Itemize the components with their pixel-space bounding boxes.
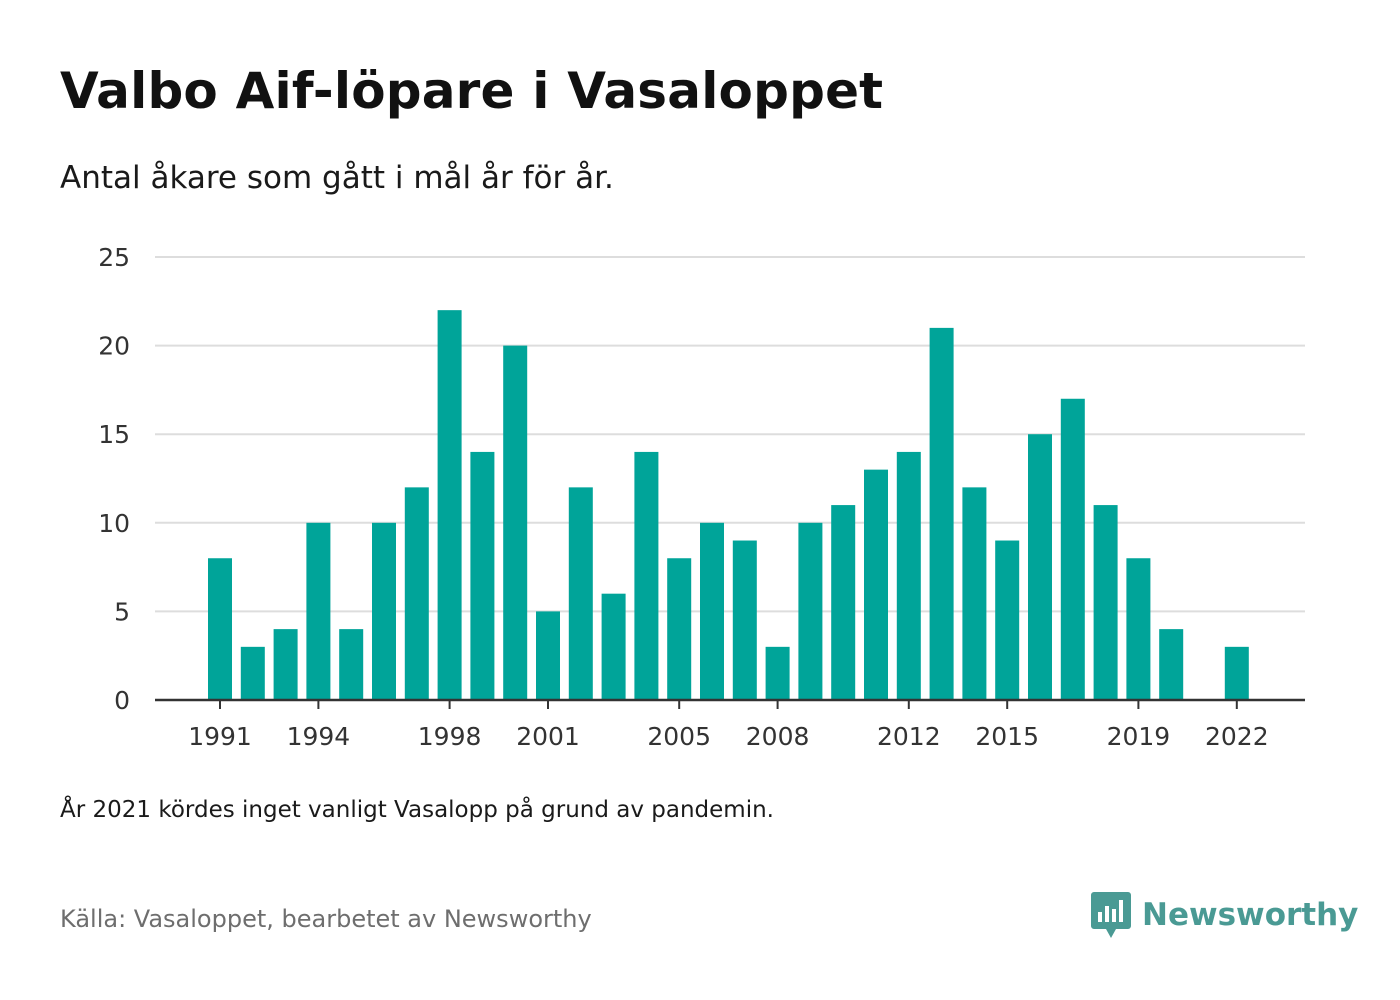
bar-1993	[273, 629, 298, 700]
bar-2002	[568, 487, 593, 700]
y-tick-label: 20	[98, 332, 130, 361]
newsworthy-logo: Newsworthy	[1090, 890, 1358, 940]
bar-2008	[765, 646, 790, 700]
x-tick-label: 2001	[516, 722, 580, 751]
bar-2004	[634, 451, 659, 700]
bar-2000	[503, 345, 528, 700]
x-tick-label: 2022	[1205, 722, 1269, 751]
bar-2013	[929, 327, 954, 700]
bar-2007	[732, 540, 757, 700]
bar-2018	[1093, 505, 1118, 700]
y-tick-label: 15	[98, 420, 130, 449]
x-tick-label: 1994	[287, 722, 351, 751]
x-tick-label: 2019	[1107, 722, 1171, 751]
bar-2015	[995, 540, 1020, 700]
bar-2003	[601, 593, 626, 700]
bar-2001	[536, 611, 560, 700]
axes: 0 5 10 15 20 25 1991 1994 1998 2001 2005 2008 2012 20…	[98, 243, 1305, 751]
x-tick-label: 2015	[975, 722, 1039, 751]
bar-2005	[667, 558, 692, 700]
newsworthy-logo-icon	[1091, 892, 1131, 938]
chart-title: Valbo Aif-löpare i Vasaloppet	[60, 62, 884, 120]
y-tick-label: 10	[98, 509, 130, 538]
bar-2022	[1224, 646, 1249, 700]
bar-2012	[896, 451, 921, 700]
bar-2020	[1159, 629, 1184, 700]
bar-1992	[240, 646, 265, 700]
bar-2011	[864, 469, 888, 700]
x-tick-label: 2005	[647, 722, 711, 751]
bar-2014	[962, 487, 987, 700]
bar-2019	[1126, 558, 1151, 700]
chart-subtitle: Antal åkare som gått i mål år för år.	[60, 160, 614, 196]
bar-2009	[798, 522, 823, 700]
bar-2016	[1028, 434, 1052, 700]
bar-2006	[700, 522, 724, 700]
bar-1994	[306, 522, 331, 700]
bar-1996	[372, 522, 396, 700]
x-tick-label: 2012	[877, 722, 941, 751]
bar-1997	[404, 487, 429, 700]
bar-1995	[339, 629, 364, 700]
source-note: Källa: Vasaloppet, bearbetet av Newswort…	[60, 905, 592, 933]
y-tick-label: 0	[114, 686, 130, 715]
bar-2010	[831, 505, 856, 700]
bar-chart: 0 5 10 15 20 25 1991 1994 1998 2001 2005 2008 2012 20…	[98, 243, 1305, 751]
bar-2017	[1060, 398, 1085, 700]
footnote: År 2021 kördes inget vanligt Vasalopp på…	[60, 797, 774, 823]
bar-1991	[208, 558, 232, 700]
y-tick-label: 5	[114, 597, 130, 626]
x-tick-label: 2008	[746, 722, 810, 751]
bar-1998	[437, 310, 462, 700]
y-tick-label: 25	[98, 243, 130, 272]
bar-1999	[470, 451, 495, 700]
bars	[208, 310, 1249, 700]
brand-name: Newsworthy	[1142, 897, 1359, 933]
x-tick-label: 1998	[418, 722, 482, 751]
x-tick-label: 1991	[188, 722, 252, 751]
